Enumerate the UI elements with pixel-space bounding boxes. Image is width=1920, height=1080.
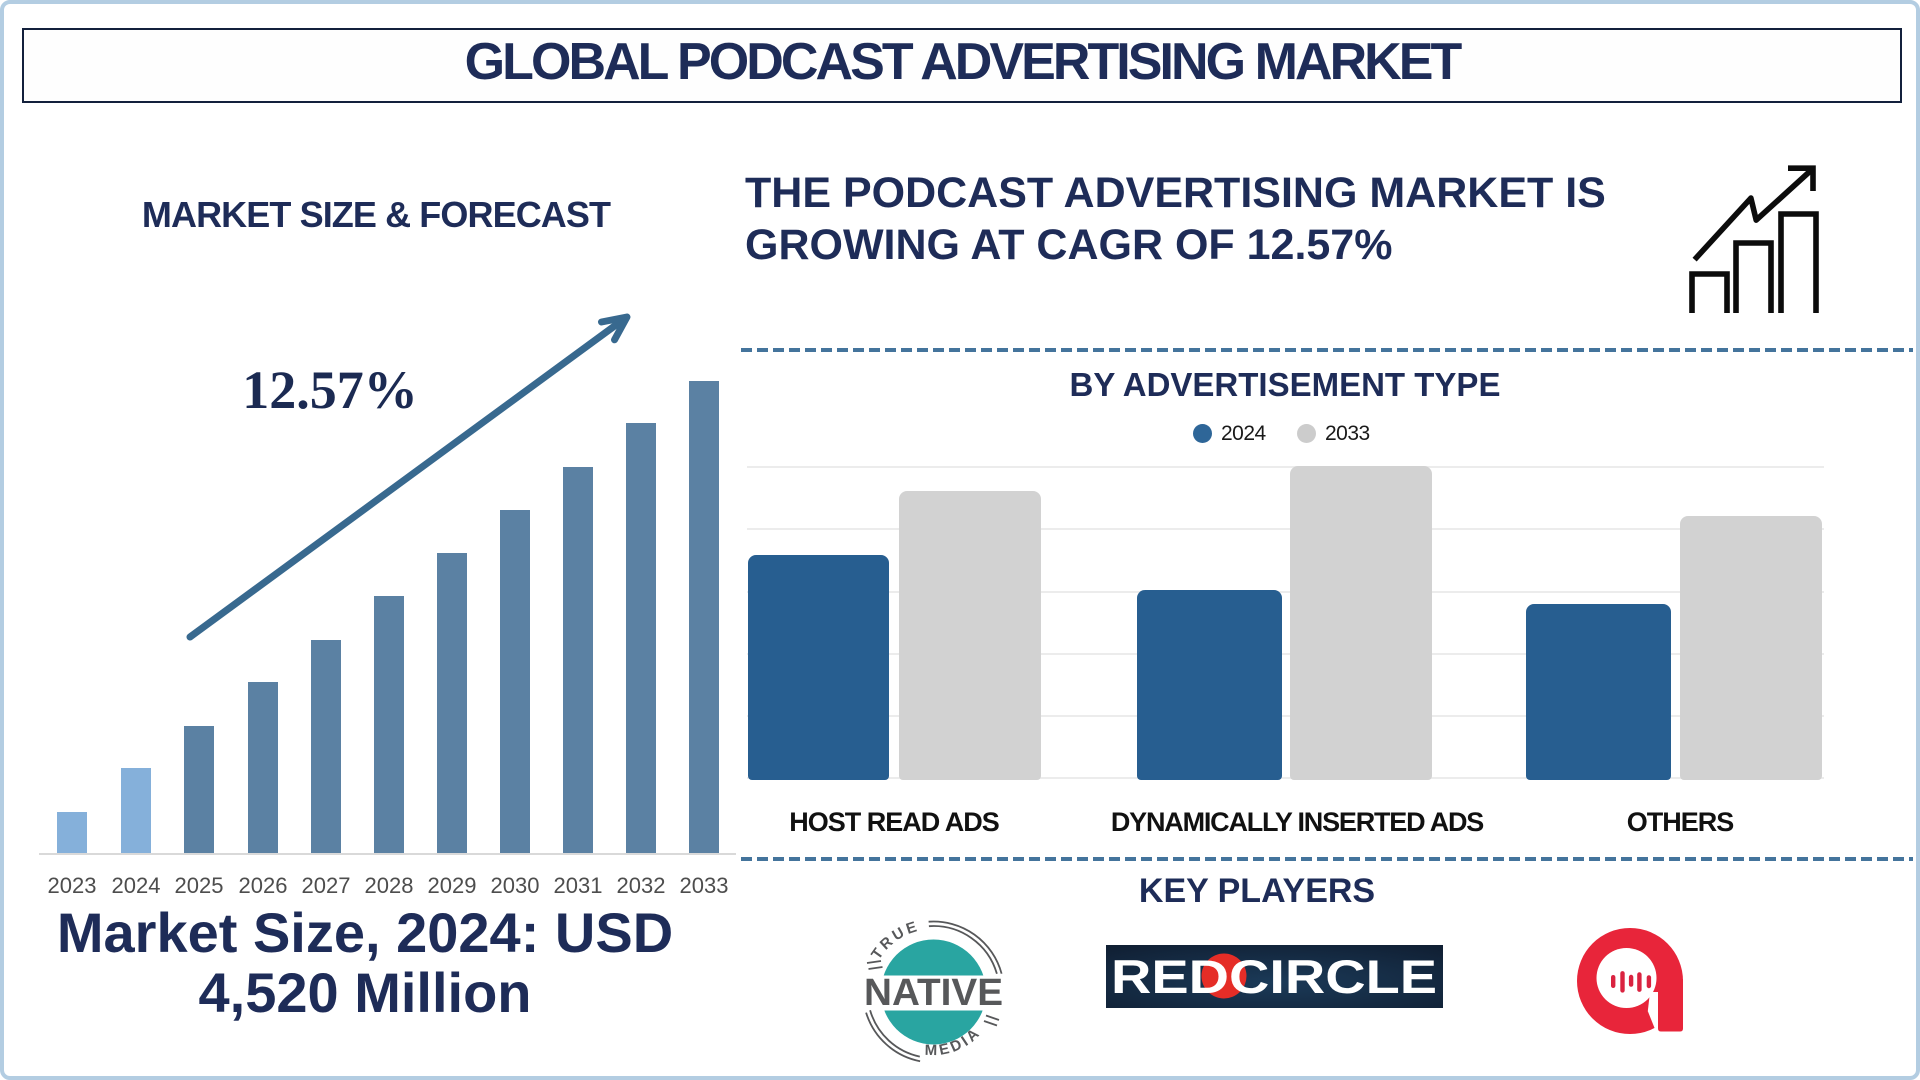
svg-text:REDCIRCLE: REDCIRCLE [1111,950,1437,1003]
svg-text:NATIVE: NATIVE [864,972,1003,1014]
